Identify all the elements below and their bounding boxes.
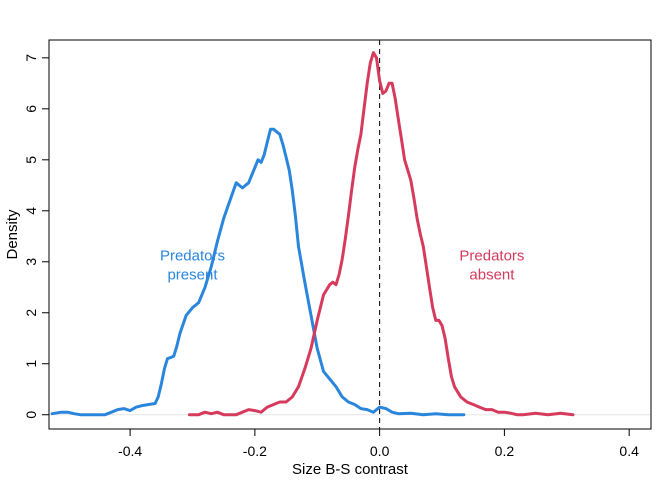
y-tick-label: 4: [23, 207, 39, 215]
y-tick-label: 6: [23, 105, 39, 113]
y-tick-label: 5: [23, 156, 39, 164]
density-line-2: [187, 51, 575, 417]
annotation-1-line-1: Predators: [160, 247, 225, 264]
y-tick-label: 3: [23, 258, 39, 266]
x-axis-title: Size B-S contrast: [292, 461, 409, 478]
series-group: [50, 51, 575, 417]
x-axis: -0.4 -0.2 0.0 0.2 0.4: [118, 429, 639, 459]
annotation-1-line-2: present: [167, 266, 218, 283]
density-line-1: [50, 127, 466, 417]
x-tick-label: -0.2: [243, 443, 267, 459]
x-tick-label: 0.0: [370, 443, 390, 459]
x-tick-label: -0.4: [118, 443, 142, 459]
annotation-2-line-2: absent: [469, 266, 515, 283]
y-tick-label: 1: [23, 360, 39, 368]
y-tick-label: 7: [23, 54, 39, 62]
annotation-2-line-1: Predators: [459, 247, 524, 264]
y-tick-label: 2: [23, 309, 39, 317]
x-tick-label: 0.2: [495, 443, 515, 459]
y-tick-label: 0: [23, 411, 39, 419]
annotations: Predators present Predators absent: [160, 247, 524, 283]
y-axis: 0 1 2 3 4 5 6 7: [23, 54, 49, 419]
x-tick-label: 0.4: [619, 443, 639, 459]
plot-frame: [48, 39, 652, 430]
y-axis-title: Density: [4, 209, 21, 260]
